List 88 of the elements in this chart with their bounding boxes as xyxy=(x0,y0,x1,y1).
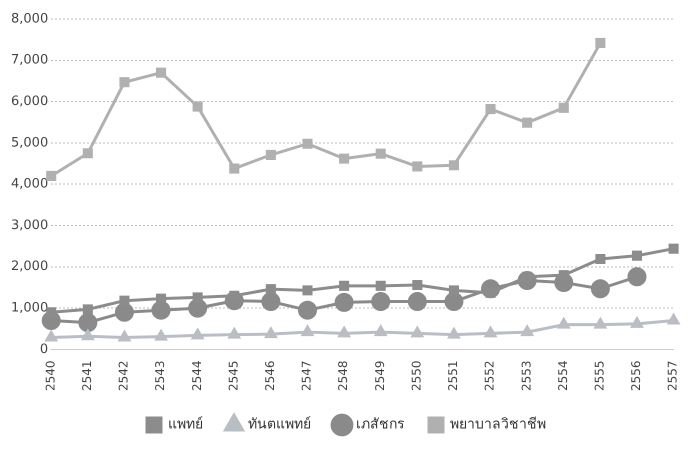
point xyxy=(266,150,276,160)
x-tick-label: 2547 xyxy=(300,360,314,392)
x-tick-label: 2548 xyxy=(336,360,350,392)
point xyxy=(339,280,350,291)
point xyxy=(188,298,208,318)
y-tick-label: 3,000 xyxy=(11,218,48,233)
y-tick-label: 0 xyxy=(40,342,48,357)
point xyxy=(82,148,93,158)
point xyxy=(192,328,204,340)
x-tick-label: 2544 xyxy=(190,360,204,392)
point xyxy=(261,292,280,312)
legend-label: เภสัชกร xyxy=(356,416,405,433)
point xyxy=(594,318,606,329)
x-tick-label: 2555 xyxy=(592,360,607,392)
point xyxy=(668,314,680,325)
x-tick-label: 2550 xyxy=(409,360,424,392)
point xyxy=(668,244,679,254)
point xyxy=(632,250,642,261)
point xyxy=(156,68,166,78)
point xyxy=(302,326,314,336)
x-tick-label: 2554 xyxy=(556,360,570,392)
y-tick-label: 2,000 xyxy=(11,259,48,274)
y-tick-label: 8,000 xyxy=(11,11,48,26)
point xyxy=(338,326,350,338)
point xyxy=(448,328,460,339)
point xyxy=(595,38,606,48)
point xyxy=(119,77,130,88)
point xyxy=(156,294,166,304)
point xyxy=(558,318,570,329)
x-tick-label: 2542 xyxy=(116,360,131,392)
point xyxy=(334,292,354,312)
point xyxy=(155,330,167,341)
x-tick-label: 2556 xyxy=(629,360,644,392)
point xyxy=(266,284,276,294)
x-tick-label: 2543 xyxy=(153,360,168,392)
x-tick-label: 2552 xyxy=(482,360,497,392)
x-tick-label: 2557 xyxy=(666,360,680,392)
x-tick-label: 2551 xyxy=(446,360,460,392)
point xyxy=(119,296,130,306)
y-tick-label: 5,000 xyxy=(11,135,48,150)
y-tick-label: 6,000 xyxy=(11,94,48,109)
point xyxy=(228,328,240,339)
point xyxy=(82,304,93,314)
point xyxy=(229,164,240,174)
point xyxy=(339,154,350,164)
point xyxy=(412,161,422,172)
point xyxy=(408,292,427,312)
point xyxy=(521,326,533,336)
point xyxy=(376,148,386,159)
point xyxy=(448,160,459,170)
x-tick-label: 2546 xyxy=(263,360,278,392)
y-tick-label: 4,000 xyxy=(11,176,48,192)
point xyxy=(558,102,569,113)
legend-label: ทันตแพทย์ xyxy=(248,416,311,433)
point xyxy=(627,267,646,286)
point xyxy=(411,326,424,338)
point xyxy=(371,292,390,312)
point xyxy=(444,292,464,312)
legend-label: พยาบาลวิชาชีพ xyxy=(450,416,546,433)
x-tick-label: 2541 xyxy=(80,360,94,392)
point xyxy=(302,138,313,149)
point xyxy=(590,279,610,298)
point xyxy=(412,280,422,290)
x-tick-label: 2549 xyxy=(372,360,387,392)
y-tick-label: 7,000 xyxy=(11,52,48,68)
x-tick-label: 2545 xyxy=(226,360,240,392)
point xyxy=(78,313,98,332)
point xyxy=(631,317,643,328)
point xyxy=(376,280,386,291)
y-tick-label: 1,000 xyxy=(11,300,48,316)
point xyxy=(522,118,532,128)
point xyxy=(114,302,134,322)
point xyxy=(265,328,277,338)
point xyxy=(595,254,606,264)
point xyxy=(302,285,313,296)
point xyxy=(374,326,387,336)
point xyxy=(118,330,130,342)
point xyxy=(486,104,496,114)
x-tick-label: 2553 xyxy=(519,360,534,392)
x-tick-label: 2540 xyxy=(43,360,58,392)
point xyxy=(152,300,171,320)
point xyxy=(45,330,58,342)
point xyxy=(192,102,203,112)
point xyxy=(484,326,496,338)
point xyxy=(298,300,317,320)
legend-label: แพทย์ xyxy=(168,416,203,433)
point xyxy=(82,330,94,340)
point xyxy=(46,170,56,182)
